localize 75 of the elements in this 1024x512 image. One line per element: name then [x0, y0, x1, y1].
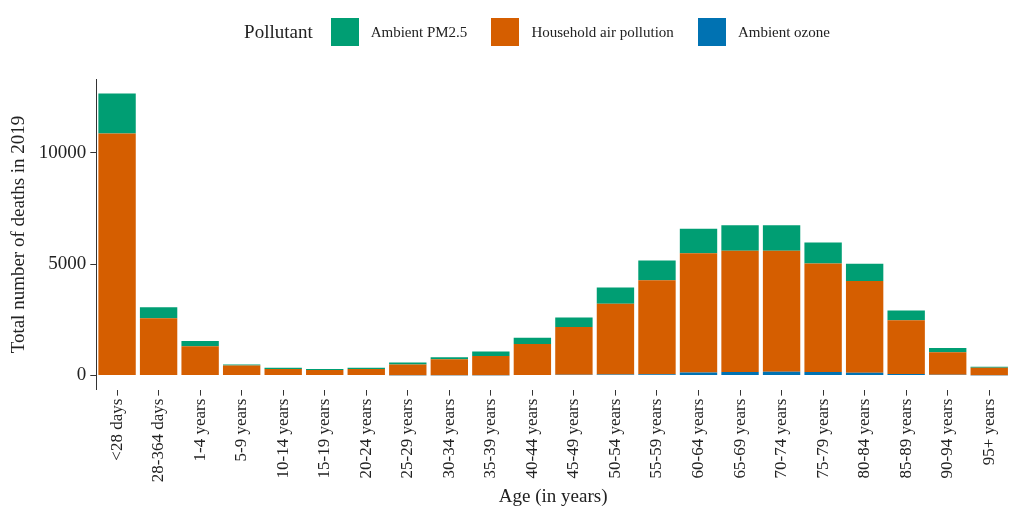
x-tick-label: 20-24 years — [355, 398, 375, 479]
bar — [638, 260, 676, 281]
bar — [721, 250, 759, 373]
bar — [139, 307, 178, 319]
x-tick-label: 65-69 years — [729, 398, 749, 479]
bar — [721, 225, 759, 251]
bar — [596, 303, 635, 375]
y-tick-label: 10000 — [38, 140, 87, 162]
x-tick-label: 1-4 years — [189, 398, 209, 462]
bar — [762, 250, 801, 372]
bar — [638, 280, 676, 375]
x-tick-label: 28-364 days — [148, 398, 168, 483]
bar — [222, 365, 261, 375]
x-tick-label: 85-89 years — [895, 398, 915, 479]
bar — [804, 263, 842, 373]
legend-label: Household air pollution — [531, 23, 674, 41]
bar — [306, 370, 344, 375]
y-tick-label: 5000 — [48, 252, 87, 274]
bar — [513, 344, 552, 375]
bar — [804, 242, 842, 264]
x-axis-title: Age (in years) — [498, 484, 608, 507]
bar — [596, 287, 635, 304]
bar — [970, 367, 1008, 376]
bar — [389, 362, 427, 365]
bar — [555, 317, 593, 328]
x-tick-label: 95+ years — [978, 398, 998, 466]
bar — [845, 372, 884, 375]
legend-label: Ambient ozone — [737, 23, 830, 41]
x-tick-label: 60-64 years — [687, 398, 707, 479]
bar — [762, 371, 801, 375]
x-tick-label: <28 days — [106, 398, 126, 461]
bar — [347, 368, 385, 375]
bar — [929, 348, 967, 353]
bar — [555, 327, 593, 375]
x-tick-label: 30-34 years — [438, 398, 458, 479]
bar — [845, 281, 884, 373]
bar — [887, 320, 925, 375]
bar — [139, 318, 178, 375]
x-tick-label: 25-29 years — [397, 398, 417, 479]
bar — [887, 310, 925, 321]
bar — [929, 352, 967, 375]
bar — [679, 372, 718, 375]
bar — [804, 372, 842, 375]
legend-title: Pollutant — [244, 21, 313, 43]
bar — [762, 225, 801, 251]
bar — [679, 253, 718, 373]
x-tick-label: 75-79 years — [812, 398, 832, 479]
x-tick-label: 40-44 years — [521, 398, 541, 479]
bar — [472, 351, 510, 357]
x-tick-label: 70-74 years — [771, 398, 791, 479]
bar — [430, 357, 469, 360]
bar — [430, 359, 469, 376]
x-tick-label: 80-84 years — [854, 398, 874, 479]
y-tick-label: 0 — [76, 363, 87, 385]
x-tick-label: 45-49 years — [563, 398, 583, 479]
bar — [845, 263, 884, 282]
x-tick-label: 15-19 years — [314, 398, 334, 479]
bar — [721, 372, 759, 375]
bar — [98, 93, 136, 134]
x-tick-label: 50-54 years — [604, 398, 624, 479]
bar — [513, 337, 552, 345]
bar — [472, 356, 510, 376]
bar — [679, 228, 718, 254]
y-axis-title: Total number of deaths in 2019 — [7, 115, 29, 354]
bar — [181, 340, 219, 347]
x-tick-label: 35-39 years — [480, 398, 500, 479]
legend-label: Ambient PM2.5 — [370, 23, 468, 41]
x-tick-label: 90-94 years — [937, 398, 957, 479]
x-tick-label: 5-9 years — [231, 398, 251, 462]
x-tick-label: 10-14 years — [272, 398, 292, 479]
x-tick-label: 55-59 years — [646, 398, 666, 479]
bar — [264, 368, 302, 375]
bar — [181, 346, 219, 375]
bar — [98, 133, 136, 375]
bar — [389, 364, 427, 376]
